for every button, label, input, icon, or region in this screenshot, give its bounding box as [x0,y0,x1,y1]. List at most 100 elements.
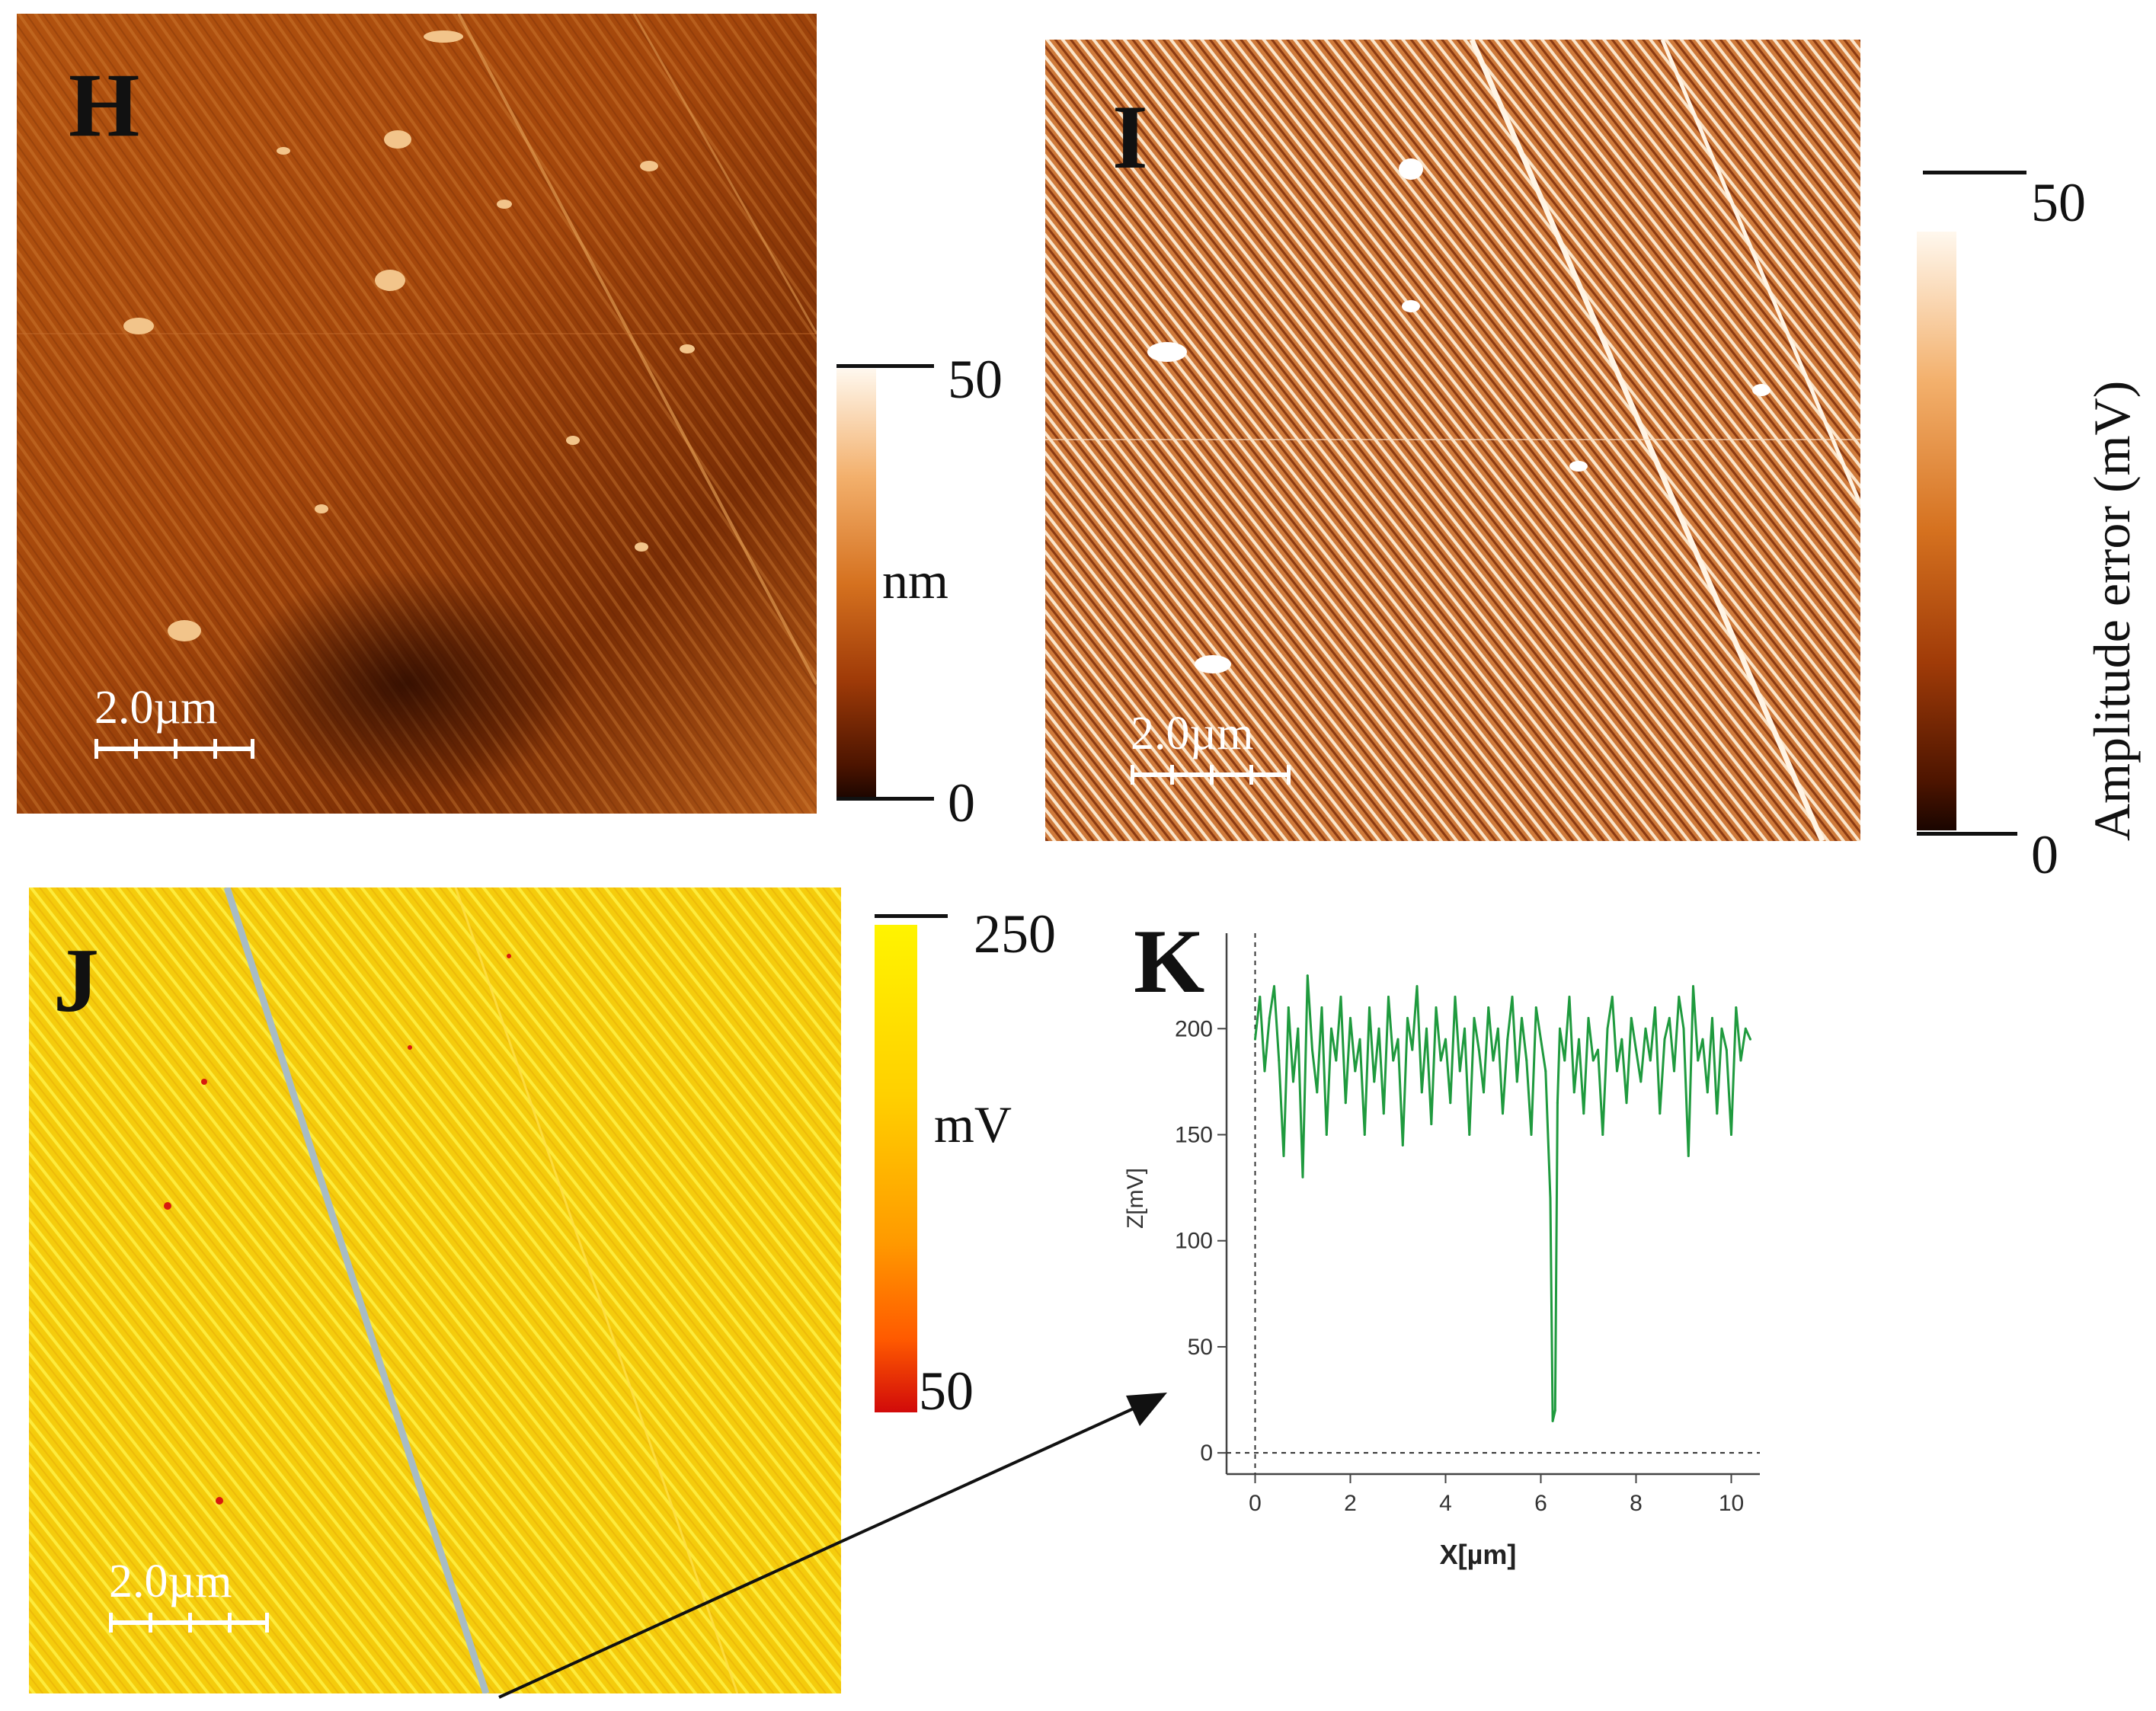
data-point [1544,1070,1547,1073]
data-point [1720,1027,1723,1030]
topography-image [17,14,817,814]
data-point [1635,1048,1637,1051]
data-point [1306,974,1309,977]
data-point [1711,1016,1713,1019]
data-point [1477,1048,1480,1051]
data-point [1473,1016,1476,1019]
panel-label-k: K [1134,910,1205,1012]
data-point [1668,1016,1671,1019]
data-point [1496,1027,1499,1030]
data-point [1259,996,1262,999]
data-point [1316,1091,1319,1094]
data-point [1687,1154,1690,1157]
colorbar-i-max: 50 [2031,172,2086,233]
data-point [1330,1027,1332,1030]
data-point [1525,1059,1528,1062]
scale-bar-i: 2.0µm [1131,710,1298,794]
data-point [1363,1134,1366,1137]
colorbar-j-max: 250 [974,903,1056,964]
data-point [1320,1006,1323,1009]
data-point [1411,1048,1414,1051]
data-point [1663,1038,1666,1041]
x-tick-label: 0 [1249,1491,1262,1516]
data-point [1654,1006,1656,1009]
data-point [1644,1027,1647,1030]
data-point [1701,1038,1704,1041]
data-point [1401,1143,1404,1147]
panel-label-j: J [53,929,99,1031]
data-point [1521,1016,1523,1019]
colorbar-j-unit: mV [934,1095,1012,1153]
section-line [223,887,490,1693]
x-tick-label: 10 [1719,1491,1744,1516]
data-point [1616,1070,1618,1073]
data-point [1556,1102,1559,1105]
colorbar-h-min: 0 [948,772,975,833]
data-point [1297,1027,1300,1030]
data-point [1540,1038,1542,1041]
colorbar-j-gradient [875,925,917,1412]
colorbar-h-max: 50 [948,349,1003,410]
data-point [1454,996,1457,999]
data-point [1559,1027,1561,1030]
data-point [1415,985,1419,988]
data-point [1325,1134,1328,1137]
data-point [1611,996,1614,999]
data-point [1568,996,1571,999]
data-point [1349,1016,1351,1019]
data-point [1530,1134,1533,1137]
data-point [1368,1006,1371,1009]
colorbar-h-unit: nm [882,552,948,609]
data-point [1406,1016,1409,1019]
data-point [1344,1102,1347,1105]
data-point [1387,996,1390,999]
data-point [1392,1059,1395,1062]
colorbar-i [1917,171,2039,841]
data-point [1706,1091,1709,1094]
data-point [1301,1175,1304,1179]
data-point [1458,1070,1461,1073]
scale-bar-label: 2.0µm [94,682,218,734]
colorbar-h-gradient [836,369,876,800]
colorbar-j [875,914,996,1417]
data-point [1578,1038,1580,1041]
data-point [1620,1038,1623,1041]
data-point [1739,1059,1742,1062]
data-point [1468,1134,1471,1137]
y-tick-label: 0 [1200,1441,1213,1466]
data-point [1396,1038,1399,1041]
data-point [1692,985,1694,988]
data-point [1502,1112,1504,1115]
data-point [1268,1016,1271,1019]
data-point [1278,1059,1281,1062]
data-point [1273,985,1275,988]
colorbar-i-gradient [1917,232,1956,830]
data-point [1339,996,1342,999]
data-point [1287,1006,1290,1009]
data-point [1549,1197,1552,1200]
amplitude-error-image [1045,40,1860,841]
x-tick-label: 8 [1630,1491,1643,1516]
data-point [1749,1038,1751,1041]
data-point [1515,1080,1518,1083]
data-point [1382,1112,1385,1115]
panel-label-h: H [69,54,140,155]
data-point [1673,1070,1675,1073]
colorbar-i-min: 0 [2031,824,2058,885]
y-tick-label: 50 [1188,1335,1213,1360]
colorbar-h [836,364,958,806]
series-line-0 [1254,974,1751,1422]
y-tick-label: 100 [1175,1229,1213,1254]
scale-bar-h: 2.0µm [94,684,262,768]
data-point [1282,1154,1285,1157]
data-point [1697,1059,1700,1062]
data-point [1425,1027,1428,1030]
panel-label-i: I [1112,86,1148,187]
data-point [1639,1080,1643,1083]
data-point [1449,1102,1452,1105]
data-point [1597,1048,1599,1051]
data-point [1263,1070,1266,1073]
data-point [1591,1059,1595,1062]
data-point [1439,1059,1442,1062]
colorbar-j-min: 50 [919,1361,974,1422]
